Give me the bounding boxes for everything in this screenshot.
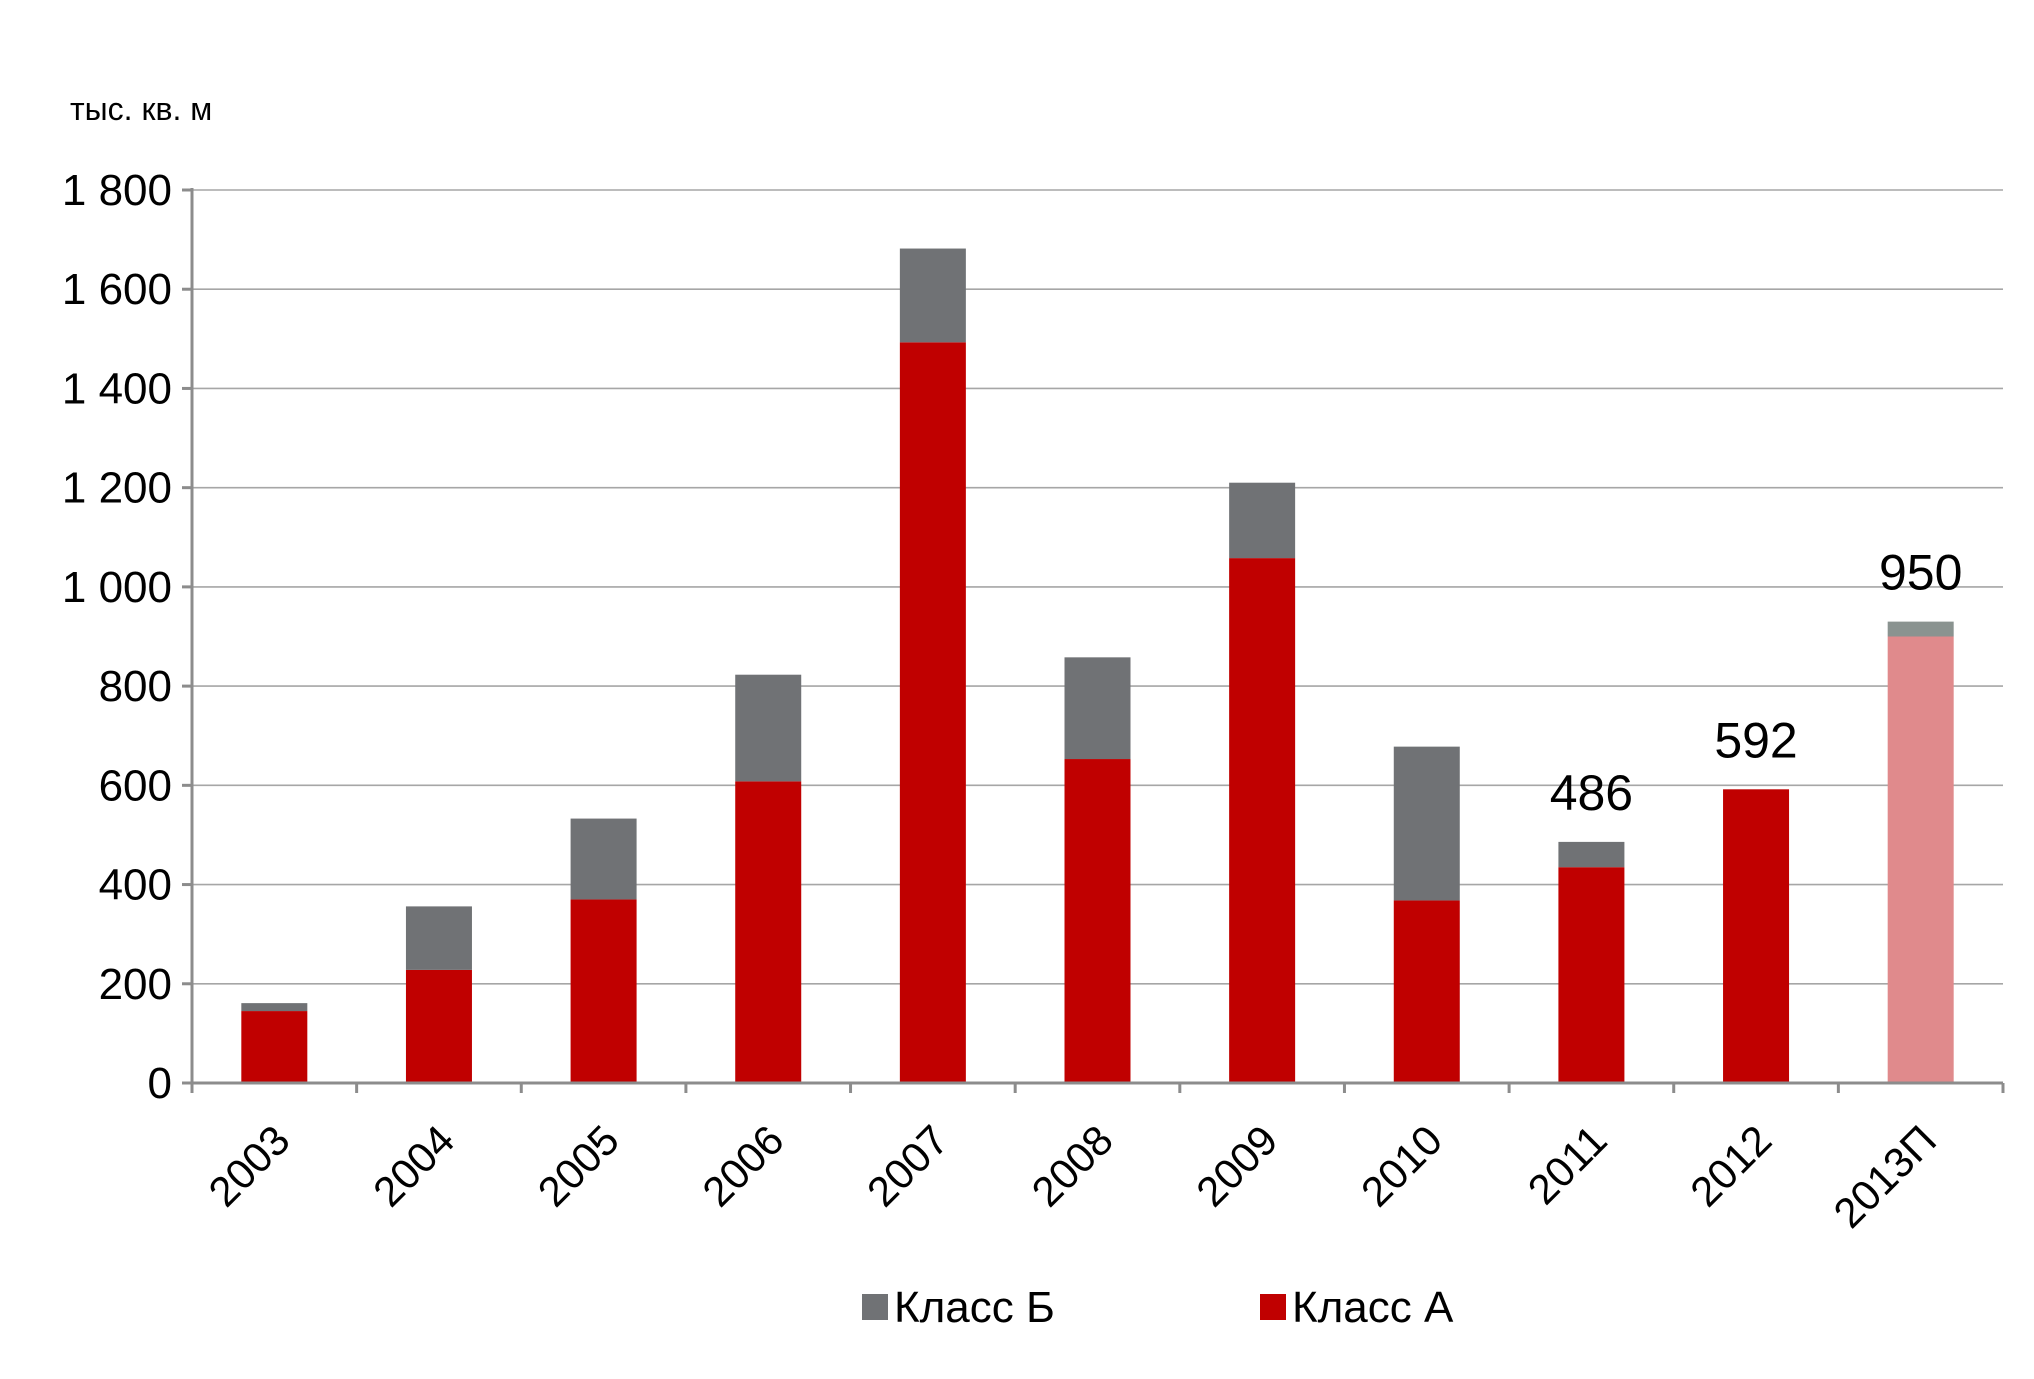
bar-class-a-2010 <box>1393 900 1460 1083</box>
bar-class-a-2003 <box>241 1011 308 1083</box>
y-tick-label-2: 400 <box>99 861 172 910</box>
unit-label: тыс. кв. м <box>70 91 212 127</box>
data-label-2013П: 950 <box>1879 545 1962 601</box>
x-tick-label-2013П: 2013П <box>1824 1116 1945 1237</box>
bars <box>241 248 1954 1083</box>
y-tick-label-5: 1 000 <box>62 563 172 612</box>
bar-class-a-2006 <box>735 781 802 1083</box>
axes <box>182 188 2005 1093</box>
bar-class-b-2006 <box>735 674 802 782</box>
bar-class-a-2007 <box>899 342 966 1083</box>
y-tick-label-4: 800 <box>99 662 172 711</box>
legend: Класс Б Класс А <box>862 1283 1454 1332</box>
data-labels: 486 592 950 <box>1550 545 1963 821</box>
legend-label-class-a: Класс А <box>1292 1283 1454 1332</box>
x-tick-label-2005: 2005 <box>529 1116 628 1215</box>
bar-class-a-2011 <box>1558 867 1625 1083</box>
data-label-2011: 486 <box>1550 765 1633 821</box>
bar-class-b-2004 <box>405 906 472 970</box>
bar-class-b-2007 <box>899 248 966 343</box>
bar-class-b-2005 <box>570 818 637 900</box>
bar-class-b-2008 <box>1064 657 1131 760</box>
y-axis-tick-labels: 0 200 400 600 800 1 000 1 200 1 400 1 600 1 800 <box>62 166 172 1108</box>
bar-class-b-2011 <box>1558 841 1625 868</box>
legend-swatch-class-b <box>862 1294 888 1320</box>
x-tick-label-2012: 2012 <box>1681 1116 1780 1215</box>
x-tick-label-2007: 2007 <box>858 1116 957 1215</box>
x-tick-label-2011: 2011 <box>1519 1116 1616 1213</box>
y-tick-label-3: 600 <box>99 761 172 810</box>
x-axis-tick-labels: 2003 2004 2005 2006 2007 2008 2009 2010 2011 2012… <box>199 1116 1945 1237</box>
bar-class-a-2004 <box>405 969 472 1083</box>
bar-class-a-2005 <box>570 899 637 1083</box>
x-tick-label-2008: 2008 <box>1023 1116 1122 1215</box>
data-label-2012: 592 <box>1714 712 1797 768</box>
x-tick-label-2004: 2004 <box>364 1116 463 1215</box>
y-tick-label-0: 0 <box>148 1059 172 1108</box>
x-tick-label-2006: 2006 <box>693 1116 792 1215</box>
bar-class-b-2009 <box>1229 482 1296 559</box>
bar-class-b-2003 <box>241 1003 308 1012</box>
legend-swatch-class-a <box>1260 1294 1286 1320</box>
bar-class-b-2013П <box>1887 621 1954 637</box>
legend-label-class-b: Класс Б <box>894 1283 1055 1332</box>
y-tick-label-9: 1 800 <box>62 166 172 215</box>
y-tick-label-8: 1 600 <box>62 265 172 314</box>
bar-class-a-2013П <box>1887 636 1954 1083</box>
bar-class-b-2010 <box>1393 746 1460 901</box>
y-tick-label-7: 1 400 <box>62 364 172 413</box>
bar-class-a-2008 <box>1064 759 1131 1083</box>
x-tick-label-2003: 2003 <box>199 1116 298 1215</box>
x-tick-label-2009: 2009 <box>1187 1116 1286 1215</box>
x-tick-label-2010: 2010 <box>1352 1116 1451 1215</box>
bar-class-a-2012 <box>1723 789 1790 1083</box>
y-tick-label-1: 200 <box>99 960 172 1009</box>
bar-class-a-2009 <box>1229 558 1296 1083</box>
y-tick-label-6: 1 200 <box>62 464 172 513</box>
gridlines <box>192 189 2003 985</box>
